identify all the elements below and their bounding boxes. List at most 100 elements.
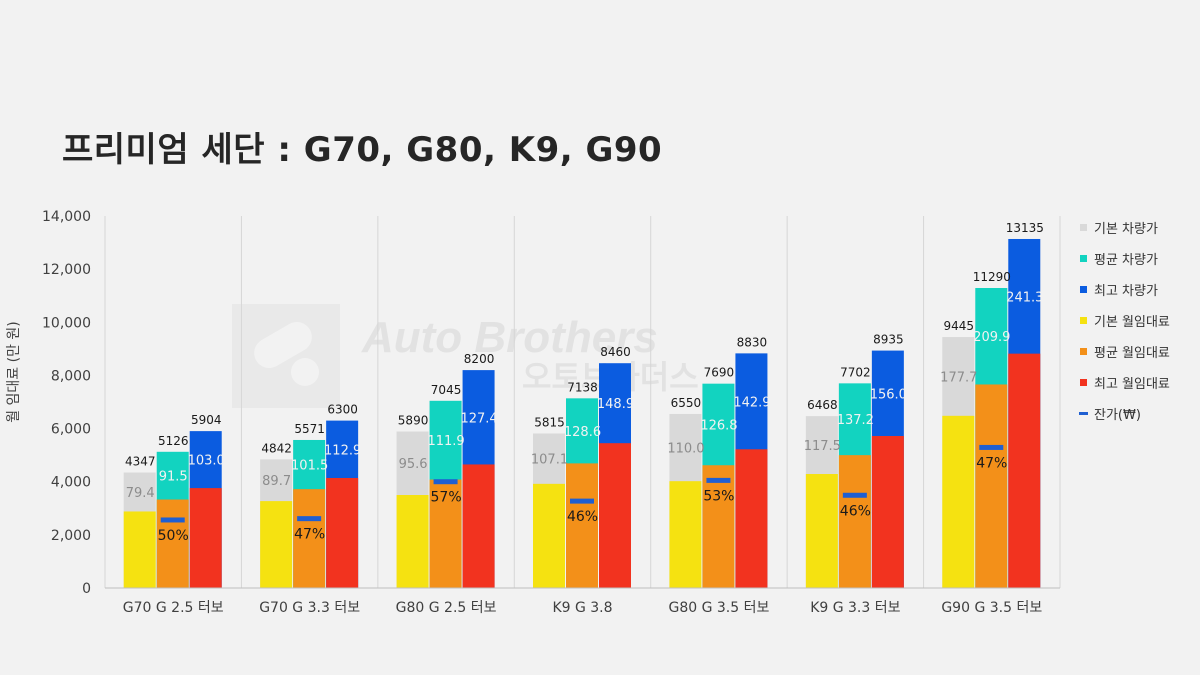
legend-item: 기본 차량가 — [1094, 222, 1158, 237]
data-label: 156.0 — [870, 387, 907, 402]
data-label: 13135 — [1006, 221, 1044, 235]
data-label: 148.9 — [597, 397, 634, 412]
bar-avg-rent — [838, 455, 871, 588]
axes: 0 2,000 4,000 6,000 8,000 10,000 12,000 14,000 G… — [42, 209, 1060, 616]
x-tick-label: G90 G 3.5 터보 — [941, 600, 1042, 616]
percent-label: 47% — [976, 455, 1007, 471]
data-label: 6550 — [671, 396, 702, 410]
data-label: 6300 — [327, 403, 358, 417]
data-label: 8935 — [873, 333, 904, 347]
data-label: 117.5 — [804, 439, 841, 454]
x-tick-label: G70 G 3.3 터보 — [259, 600, 360, 616]
residual-marker — [160, 517, 185, 523]
legend-swatch — [1080, 348, 1087, 355]
data-label: 177.7 — [940, 370, 977, 385]
data-label: 241.3 — [1006, 290, 1043, 305]
data-label: 8200 — [464, 352, 495, 366]
y-tick-label: 0 — [82, 581, 91, 597]
data-label: 112.9 — [324, 443, 361, 458]
page-title: 프리미엄 세단 : G70, G80, K9, G90 — [62, 130, 663, 170]
percent-label: 50% — [158, 528, 189, 544]
bar-base-rent — [123, 511, 156, 588]
y-tick-label: 2,000 — [51, 528, 91, 544]
data-label: 6468 — [807, 398, 838, 412]
legend-swatch — [1080, 255, 1087, 262]
data-label: 8460 — [600, 345, 631, 359]
bar-base-rent — [805, 474, 838, 588]
bar-max-rent — [326, 477, 359, 588]
labels: 4347 79.4 5126 91.5 5904 103.0 50% 4842 89.7 5571… — [125, 221, 1044, 544]
legend-item: 최고 월임대료 — [1094, 377, 1170, 392]
residual-marker — [979, 444, 1004, 450]
data-label: 89.7 — [262, 474, 291, 489]
x-tick-label: G70 G 2.5 터보 — [123, 600, 224, 616]
watermark-logo — [232, 304, 340, 408]
data-label: 9445 — [944, 319, 975, 333]
data-label: 5904 — [191, 413, 222, 427]
grid — [104, 216, 1061, 588]
legend-item: 잔가(₩) — [1094, 408, 1141, 423]
legend-item: 기본 월임대료 — [1094, 315, 1170, 330]
percent-label: 57% — [431, 490, 462, 506]
percent-label: 47% — [294, 527, 325, 543]
legend-item: 평균 차량가 — [1094, 253, 1158, 268]
legend-item: 평균 월임대료 — [1094, 346, 1170, 361]
bar-avg-rent — [702, 465, 735, 588]
data-label: 128.6 — [564, 425, 601, 440]
bar-avg-rent — [429, 479, 462, 588]
data-label: 8830 — [737, 335, 768, 349]
bar-base-rent — [396, 495, 429, 588]
percent-label: 46% — [567, 509, 598, 525]
x-tick-label: G80 G 3.5 터보 — [668, 600, 769, 616]
data-label: 5890 — [398, 413, 429, 427]
data-label: 79.4 — [126, 486, 155, 501]
data-label: 127.4 — [460, 411, 497, 426]
data-label: 137.2 — [837, 413, 874, 428]
data-label: 95.6 — [399, 457, 428, 472]
legend-swatch — [1080, 286, 1087, 293]
residual-marker — [570, 498, 594, 504]
residual-marker — [706, 477, 731, 483]
data-label: 7138 — [567, 380, 598, 394]
residual-marker — [842, 492, 867, 498]
y-tick-label: 6,000 — [51, 422, 91, 438]
bar-max-rent — [599, 443, 631, 588]
bar-base-rent — [942, 415, 975, 588]
percent-label: 53% — [703, 488, 734, 504]
y-axis-label: 월 임대료 (만 원) — [6, 321, 22, 423]
y-tick-label: 10,000 — [42, 315, 91, 331]
y-tick-label: 12,000 — [42, 262, 91, 278]
data-label: 103.0 — [188, 454, 225, 469]
data-label: 107.1 — [531, 453, 568, 468]
data-label: 7702 — [840, 365, 871, 379]
data-label: 7690 — [704, 366, 735, 380]
bar-max-rent — [1008, 353, 1041, 588]
bar-base-rent — [533, 483, 565, 588]
residual-marker — [297, 516, 322, 522]
bar-base-rent — [260, 501, 293, 588]
data-label: 5571 — [294, 422, 325, 436]
percent-label: 46% — [840, 503, 871, 519]
y-tick-label: 4,000 — [51, 475, 91, 491]
legend-swatch — [1080, 317, 1087, 324]
watermark-text: Auto Brothers — [361, 313, 658, 362]
bar-avg-rent — [566, 463, 598, 588]
bar-avg-rent — [293, 489, 326, 588]
x-tick-label: K9 G 3.8 — [552, 600, 612, 616]
y-tick-label: 14,000 — [42, 209, 91, 225]
data-label: 142.9 — [733, 395, 770, 410]
bar-avg-rent — [156, 499, 189, 588]
data-label: 7045 — [431, 383, 462, 397]
data-label: 101.5 — [291, 459, 328, 474]
data-label: 209.9 — [973, 330, 1010, 345]
bar-base-rent — [669, 481, 702, 588]
legend-item: 최고 차량가 — [1094, 284, 1158, 299]
bar-max-rent — [735, 449, 768, 588]
data-label: 110.0 — [667, 442, 704, 457]
y-tick-label: 8,000 — [51, 368, 91, 384]
data-label: 4842 — [261, 441, 292, 455]
legend-swatch — [1079, 412, 1088, 415]
x-tick-label: G80 G 2.5 터보 — [396, 600, 497, 616]
